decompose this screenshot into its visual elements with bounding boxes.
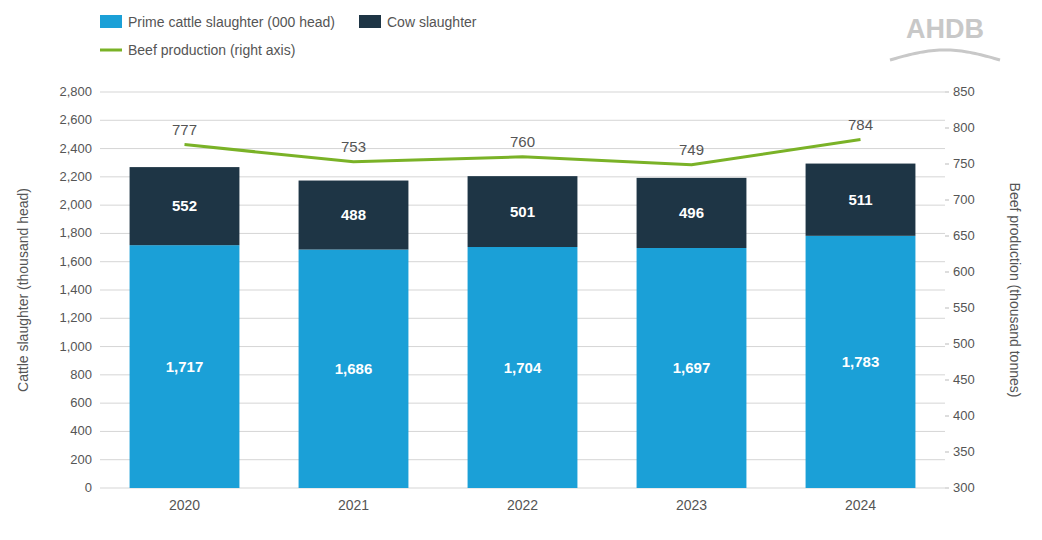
bar-label: 511: [848, 191, 872, 208]
y-tick-label: 600: [70, 395, 92, 410]
y2-tick-label: 350: [953, 444, 975, 459]
y-tick-label: 2,600: [59, 112, 92, 127]
logo: AHDB: [890, 14, 1000, 60]
y2-tick: [945, 380, 949, 381]
y-tick-label: 1,000: [59, 339, 92, 354]
y-tick-label: 2,800: [59, 84, 92, 99]
y2-axis-label: Beef production (thousand tonnes): [1007, 183, 1023, 398]
bar-label: 501: [510, 203, 535, 220]
y-axis-label: Cattle slaughter (thousand head): [15, 188, 31, 392]
y2-tick-label: 450: [953, 372, 975, 387]
line-label: 777: [172, 121, 197, 138]
bar: [806, 236, 916, 488]
x-tick-label: 2022: [507, 497, 538, 513]
y2-tick-label: 700: [953, 192, 975, 207]
bar-label: 488: [341, 206, 366, 223]
y2-tick-label: 400: [953, 408, 975, 423]
legend-swatch: [359, 15, 381, 28]
bar-label: 1,697: [673, 359, 711, 376]
marks: [130, 140, 916, 488]
grid-line: [100, 92, 945, 93]
y2-tick: [945, 416, 949, 417]
line-label: 753: [341, 138, 366, 155]
y2-tick-label: 800: [953, 120, 975, 135]
y2-tick-label: 500: [953, 336, 975, 351]
bar-label: 552: [172, 197, 197, 214]
x-tick-label: 2023: [676, 497, 707, 513]
bar: [468, 176, 578, 247]
y2-tick-label: 300: [953, 480, 975, 495]
bar-label: 496: [679, 204, 704, 221]
y2-tick: [945, 164, 949, 165]
y2-tick-label: 600: [953, 264, 975, 279]
data-labels: 1,717 1,686 1,704 1,697 1,783 552 488 501 496 511…: [166, 116, 880, 377]
y-tick-label: 1,600: [59, 254, 92, 269]
legend: Prime cattle slaughter (000 head) Cow sla…: [100, 14, 477, 58]
bar: [130, 167, 240, 245]
bar-label: 1,704: [504, 359, 542, 376]
y-tick-label: 2,200: [59, 169, 92, 184]
y-tick-label: 200: [70, 452, 92, 467]
y2-tick-label: 650: [953, 228, 975, 243]
bar-label: 1,783: [842, 353, 880, 370]
y2-tick-label: 550: [953, 300, 975, 315]
y2-tick: [945, 452, 949, 453]
legend-swatch: [100, 49, 122, 52]
x-tick-label: 2024: [845, 497, 876, 513]
y2-tick: [945, 236, 949, 237]
y-tick-label: 400: [70, 423, 92, 438]
bar: [806, 164, 916, 236]
x-tick-label: 2021: [338, 497, 369, 513]
logo-text: AHDB: [906, 14, 984, 44]
y-tick-label: 0: [85, 480, 92, 495]
y-tick-label: 1,400: [59, 282, 92, 297]
y-tick-label: 2,400: [59, 141, 92, 156]
y2-tick: [945, 308, 949, 309]
y2-tick: [945, 200, 949, 201]
legend-label: Prime cattle slaughter (000 head): [128, 14, 335, 30]
logo-swoosh: [890, 50, 1000, 60]
y-tick-label: 800: [70, 367, 92, 382]
y2-tick: [945, 272, 949, 273]
y-tick-label: 1,800: [59, 225, 92, 240]
line-label: 760: [510, 133, 535, 150]
bar: [637, 248, 747, 488]
chart: 0 200 400 600 800 1,000 1,200 1,400 1,600 1,800 2,…: [0, 0, 1042, 540]
y2-tick: [945, 488, 949, 489]
legend-label: Beef production (right axis): [128, 42, 295, 58]
bar: [130, 245, 240, 488]
grid-line: [100, 120, 945, 121]
y2-tick: [945, 128, 949, 129]
y2-tick-label: 850: [953, 84, 975, 99]
bar: [468, 247, 578, 488]
grid: [100, 92, 945, 488]
y-tick-label: 1,200: [59, 310, 92, 325]
bar-label: 1,686: [335, 360, 373, 377]
bar: [637, 178, 747, 248]
y2-tick: [945, 92, 949, 93]
line-label: 749: [679, 141, 704, 158]
y2-tick-label: 750: [953, 156, 975, 171]
line-label: 784: [848, 116, 873, 133]
bar-label: 1,717: [166, 358, 204, 375]
legend-swatch: [100, 15, 122, 28]
bar: [299, 181, 409, 250]
bar: [299, 250, 409, 488]
y2-tick: [945, 344, 949, 345]
y-tick-label: 2,000: [59, 197, 92, 212]
legend-label: Cow slaughter: [387, 14, 477, 30]
x-tick-label: 2020: [169, 497, 200, 513]
